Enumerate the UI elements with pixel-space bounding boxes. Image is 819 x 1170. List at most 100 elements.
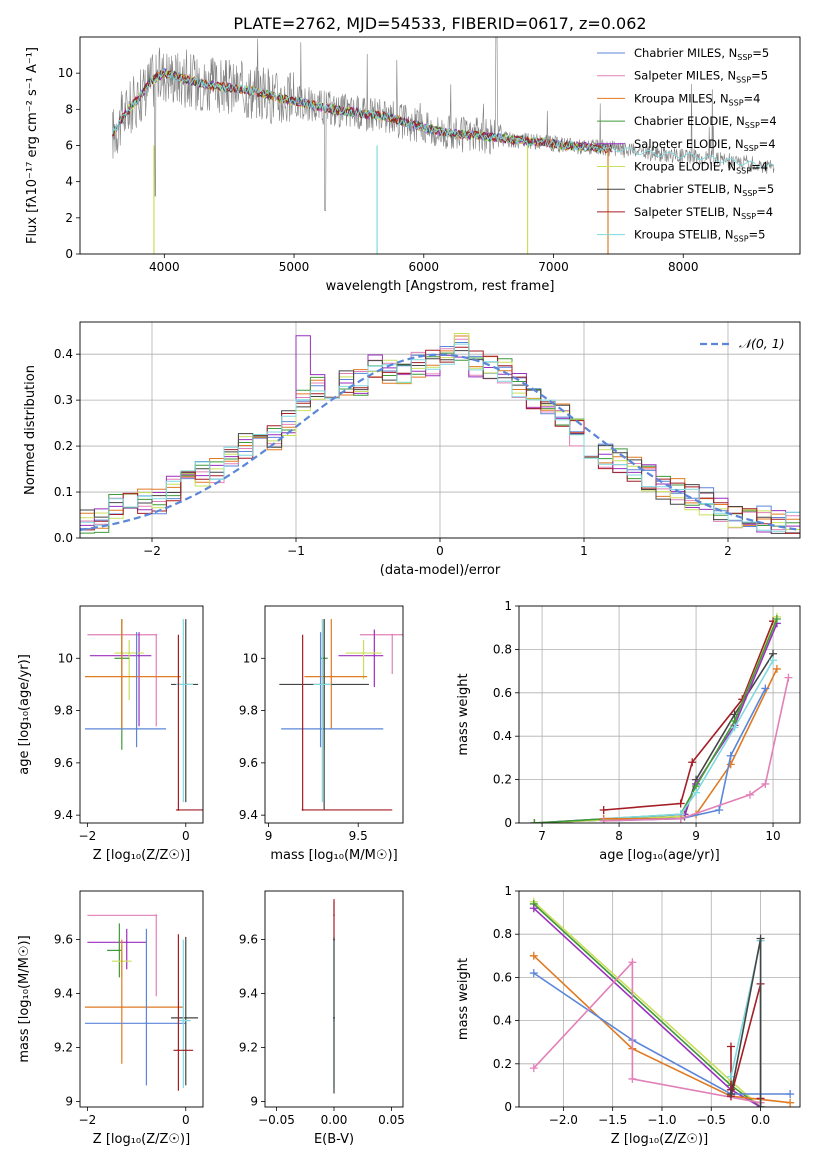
x-axis-label: mass [log₁₀(M/M☉)] xyxy=(270,848,397,863)
y-tick-label: 9.4 xyxy=(239,987,258,1001)
point-kroupa_miles xyxy=(330,675,333,678)
y-tick-label: 0.2 xyxy=(54,439,73,453)
x-tick-label: −1.5 xyxy=(598,1113,627,1127)
plot-area xyxy=(519,606,800,823)
x-tick-label: −0.5 xyxy=(697,1113,726,1127)
legend-label-main: Chabrier ELODIE, N xyxy=(634,114,745,128)
y-tick-label: 1 xyxy=(504,599,512,613)
legend-label-main: Salpeter ELODIE, N xyxy=(634,137,744,151)
series-marker-kroupa_miles xyxy=(786,1098,795,1107)
axes-frame xyxy=(79,36,801,255)
mass-age-panel: 9 9.5 9.4 9.6 9.8 10 mass [log₁₀(M/M☉)] xyxy=(239,605,404,863)
y-tick-label: 10 xyxy=(58,651,73,665)
legend-label-chabrier_elodie: Chabrier ELODIE, NSSP=4 xyxy=(634,114,777,130)
y-tick-label: 9.2 xyxy=(239,1041,258,1055)
y-tick-label: 0.2 xyxy=(493,773,512,787)
model-line-extension xyxy=(611,147,775,169)
x-axis-label: age [log₁₀(age/yr)] xyxy=(599,848,720,863)
plot-area xyxy=(279,619,403,811)
series-line-salpeter_miles xyxy=(533,960,761,1104)
x-axis-label: (data-model)/error xyxy=(380,563,501,578)
y-tick-label: 0.6 xyxy=(493,686,512,700)
data-spectrum-line xyxy=(112,37,775,211)
y-tick-label: 9.8 xyxy=(239,704,258,718)
y-tick-label: 2 xyxy=(65,211,73,225)
series-marker-salpeter_miles xyxy=(784,673,793,682)
x-tick-label: 0.0 xyxy=(751,1113,770,1127)
x-axis-label: E(B-V) xyxy=(314,1132,354,1147)
series-line-kroupa_elodie xyxy=(533,901,762,1107)
point-kroupa_elodie xyxy=(128,652,131,655)
x-tick-label: −0.05 xyxy=(258,1113,295,1127)
x-tick-label: 10 xyxy=(765,829,780,843)
y-tick-label: 0 xyxy=(504,1100,512,1114)
axes-frame xyxy=(79,605,204,824)
plot-area xyxy=(519,891,800,1107)
spectrum-panel: 4000 5000 6000 7000 8000 0 2 4 6 8 10 wavelength [A… xyxy=(25,36,801,294)
series-marker-kroupa_miles xyxy=(529,951,538,960)
legend-label-sub: SSP xyxy=(745,121,760,130)
x-tick-label: 6000 xyxy=(409,260,440,274)
point-salpeter_stelib xyxy=(177,1049,180,1052)
y-tick-label: 10 xyxy=(58,66,73,80)
axes-frame xyxy=(79,321,801,539)
y-tick-label: 10 xyxy=(243,651,258,665)
legend-label-main: Chabrier MILES, N xyxy=(634,46,737,60)
plot-area xyxy=(111,37,775,254)
x-tick-label: 0 xyxy=(182,1113,190,1127)
legend-label-main: Salpeter MILES, N xyxy=(634,69,736,83)
point-kroupa_miles xyxy=(120,675,123,678)
series-marker-salpeter_miles xyxy=(628,1074,637,1083)
series-marker-kroupa_stelib xyxy=(692,788,701,797)
x-tick-label: 5000 xyxy=(279,260,310,274)
series-marker-salpeter_stelib xyxy=(688,758,697,767)
legend-label-suffix: =5 xyxy=(751,69,768,83)
y-axis-label: Normed distribution xyxy=(23,365,38,495)
y-tick-label: 0 xyxy=(504,816,512,830)
z-mass-panel: −2 0 9 9.2 9.4 9.6 Z [log₁₀(Z/Z☉)] mass [log₁₀(… xyxy=(17,890,204,1147)
legend-label-normal: 𝒩(0, 1) xyxy=(739,336,785,351)
model-line-kroupa_stelib xyxy=(111,69,613,154)
x-tick-label: 9 xyxy=(265,829,273,843)
y-tick-label: 9.4 xyxy=(239,808,258,822)
x-tick-label: 2 xyxy=(724,544,732,558)
series-marker-chabrier_miles xyxy=(715,805,724,814)
point-chabrier_elodie xyxy=(118,949,121,952)
legend-label-kroupa_elodie: Kroupa ELODIE, NSSP=4 xyxy=(634,160,768,176)
y-tick-label: 9.6 xyxy=(239,933,258,947)
point-salpeter_elodie xyxy=(125,941,128,944)
x-tick-label: 9.5 xyxy=(349,829,368,843)
series-line-kroupa_elodie xyxy=(534,616,778,823)
legend-label-salpeter_stelib: Salpeter STELIB, NSSP=4 xyxy=(634,205,773,221)
z-weight-panel: −2.0 −1.5 −1.0 −0.5 0.0 0 0.2 0.4 0.6 0.8 1 Z [log₁… xyxy=(456,884,801,1147)
series-marker-salpeter_miles xyxy=(628,958,637,967)
y-tick-label: 9.2 xyxy=(54,1041,73,1055)
series-marker-chabrier_elodie xyxy=(530,819,539,823)
y-tick-label: 9.4 xyxy=(54,808,73,822)
legend-label-main: Kroupa MILES, N xyxy=(634,91,729,105)
axes-frame xyxy=(79,890,204,1108)
series-marker-chabrier_stelib xyxy=(756,1103,765,1107)
y-tick-label: 9 xyxy=(250,1095,258,1109)
series-marker-salpeter_stelib xyxy=(676,799,685,808)
y-tick-label: 0.8 xyxy=(493,927,512,941)
legend-label-suffix: =5 xyxy=(752,46,769,60)
plot-area xyxy=(80,322,800,538)
legend-label-sub: SSP xyxy=(741,212,756,221)
y-tick-label: 9.8 xyxy=(54,704,73,718)
series-marker-salpeter_stelib xyxy=(599,805,608,814)
legend-label-suffix: =5 xyxy=(757,182,774,196)
point-chabrier_miles xyxy=(135,727,138,730)
y-axis-label: mass weight xyxy=(456,673,471,755)
y-axis-label: mass weight xyxy=(456,958,471,1040)
x-tick-label: 8 xyxy=(615,829,623,843)
x-tick-label: 0.00 xyxy=(321,1113,348,1127)
series-line-chabrier_stelib xyxy=(534,653,774,823)
y-tick-label: 6 xyxy=(65,139,73,153)
z-age-panel: −2 0 9.4 9.6 9.8 10 Z [log₁₀(Z/Z☉)] age [log₁₀(… xyxy=(17,605,204,863)
x-tick-label: 0.05 xyxy=(378,1113,405,1127)
y-tick-label: 0.2 xyxy=(493,1057,512,1071)
series-marker-chabrier_stelib xyxy=(756,934,765,943)
y-tick-label: 9.6 xyxy=(54,756,73,770)
